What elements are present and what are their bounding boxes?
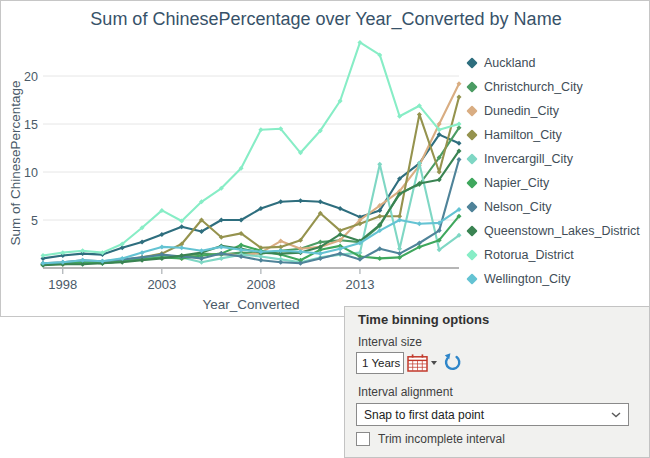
legend-item-Hamilton_City[interactable]: Hamilton_City [468,123,640,147]
interval-alignment-select[interactable]: Snap to first data point [356,403,629,426]
legend-marker-icon [466,129,477,140]
reset-button[interactable] [443,352,463,372]
legend-item-Rotorua_District[interactable]: Rotorua_District [468,243,640,267]
legend-label: Nelson_City [484,200,551,214]
data-point[interactable] [457,122,462,127]
interval-alignment-label: Interval alignment [358,385,453,399]
interval-size-input[interactable]: 1 Years [356,352,404,374]
data-point[interactable] [258,258,263,263]
legend-marker-icon [466,153,477,164]
data-point[interactable] [219,256,224,261]
data-point[interactable] [318,240,323,245]
data-point[interactable] [159,244,164,249]
y-tick-label: 20 [24,70,38,84]
legend-item-Auckland[interactable]: Auckland [468,51,640,75]
legend-marker-icon [466,225,477,236]
legend-item-Wellington_City[interactable]: Wellington_City [468,267,640,291]
x-tick-label: 1998 [48,277,77,292]
legend-item-Nelson_City[interactable]: Nelson_City [468,195,640,219]
legend-label: Christchurch_City [484,80,583,94]
y-tick-label: 10 [24,166,38,180]
data-point[interactable] [437,170,442,175]
panel-title: Time binning options [358,312,489,327]
legend-marker-icon [466,249,477,260]
interval-size-label: Interval size [358,335,422,349]
x-tick-label: 2013 [345,277,374,292]
legend-label: Dunedin_City [484,104,559,118]
legend-marker-icon [466,105,477,116]
data-point[interactable] [377,256,382,261]
time-binning-panel: Time binning options Interval size 1 Yea… [344,306,650,458]
legend-item-Dunedin_City[interactable]: Dunedin_City [468,99,640,123]
calendar-dropdown-button[interactable] [407,354,439,374]
legend-label: Wellington_City [484,272,571,286]
trim-checkbox[interactable] [356,432,370,446]
legend-label: Napier_City [484,176,549,190]
legend-item-Queenstown_Lakes_District[interactable]: Queenstown_Lakes_District [468,219,640,243]
legend-item-Invercargill_City[interactable]: Invercargill_City [468,147,640,171]
legend-label: Auckland [484,56,535,70]
data-point[interactable] [140,250,145,255]
chart-legend: Auckland Christchurch_City Dunedin_City Ham… [468,51,640,291]
legend-item-Christchurch_City[interactable]: Christchurch_City [468,75,640,99]
data-point[interactable] [80,248,85,253]
x-tick-label: 2008 [246,277,275,292]
chevron-down-icon [431,361,437,365]
data-point[interactable] [377,162,382,167]
legend-marker-icon [466,201,477,212]
data-point[interactable] [457,157,462,162]
x-tick-label: 2003 [147,277,176,292]
undo-icon [443,352,462,372]
y-tick-label: 15 [24,118,38,132]
legend-label: Hamilton_City [484,128,562,142]
data-point[interactable] [298,198,303,203]
legend-marker-icon [466,273,477,284]
calendar-icon [407,354,428,372]
app-canvas: Sum of ChinesePercentage over Year_Conve… [0,0,650,458]
legend-label: Rotorua_District [484,248,574,262]
chevron-down-icon [611,412,621,418]
legend-marker-icon [466,81,477,92]
chart-panel: Sum of ChinesePercentage over Year_Conve… [0,0,650,317]
legend-label: Queenstown_Lakes_District [484,224,640,238]
data-point[interactable] [278,199,283,204]
data-point[interactable] [397,246,402,251]
data-point[interactable] [179,245,184,250]
data-point[interactable] [457,95,462,100]
data-point[interactable] [417,112,422,117]
trim-checkbox-label: Trim incomplete interval [378,432,505,446]
data-point[interactable] [417,221,422,226]
legend-marker-icon [466,57,477,68]
y-tick-label: 5 [31,214,38,228]
legend-marker-icon [466,177,477,188]
interval-alignment-value: Snap to first data point [364,408,484,422]
legend-item-Napier_City[interactable]: Napier_City [468,171,640,195]
legend-label: Invercargill_City [484,152,573,166]
series-line-Rotorua_District[interactable] [43,42,459,255]
